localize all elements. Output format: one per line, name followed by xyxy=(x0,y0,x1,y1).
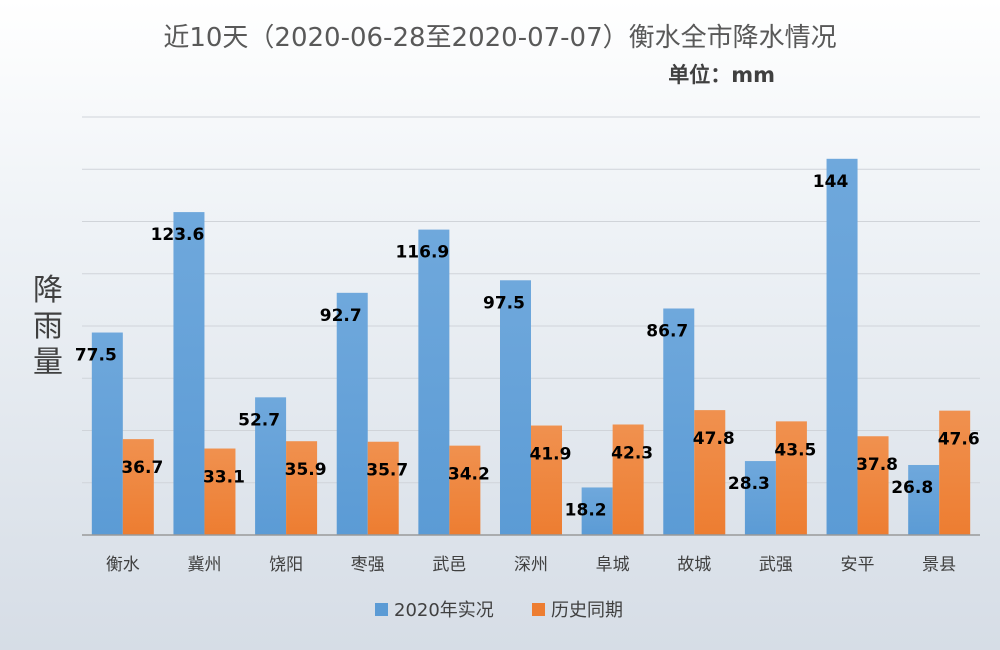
bar-actual-2020 xyxy=(336,292,368,535)
data-label: 77.5 xyxy=(75,346,117,366)
x-tick-label: 冀州 xyxy=(187,555,221,575)
legend-label: 2020年实况 xyxy=(394,600,494,621)
legend-swatch xyxy=(532,603,545,616)
bar-actual-2020 xyxy=(418,229,450,535)
x-tick-label: 武邑 xyxy=(432,555,466,575)
bar-historical xyxy=(531,425,562,535)
data-label: 116.9 xyxy=(395,243,449,263)
data-label: 18.2 xyxy=(565,500,607,520)
bar-actual-2020 xyxy=(91,332,123,535)
data-label: 144 xyxy=(813,172,849,192)
bar-historical xyxy=(612,424,644,535)
bar-historical xyxy=(204,448,236,535)
x-tick-label: 枣强 xyxy=(351,555,385,575)
data-label: 34.2 xyxy=(448,465,490,485)
data-labels: 77.5 36.7 123.6 33.1 52.7 35.9 92.7 35.7 116.9 34… xyxy=(75,172,980,521)
bar-actual-2020 xyxy=(581,487,613,535)
legend[interactable]: 2020年实况 历史同期 xyxy=(375,600,623,621)
data-label: 42.3 xyxy=(611,443,653,463)
data-label: 52.7 xyxy=(238,410,280,430)
bar-actual-2020 xyxy=(173,212,205,535)
bar-historical xyxy=(939,410,971,535)
bar-actual-2020 xyxy=(255,397,287,535)
x-tick-label: 深州 xyxy=(514,555,548,575)
data-label: 37.8 xyxy=(856,455,898,475)
data-label: 33.1 xyxy=(203,468,245,488)
data-label: 28.3 xyxy=(728,474,770,494)
unit-label: 单位：mm xyxy=(668,63,775,87)
x-tick-labels: 衡水 冀州 饶阳 枣强 武邑 深州 阜城 故城 武强 安平 景县 xyxy=(106,555,956,575)
bar-historical xyxy=(449,445,481,535)
data-label: 92.7 xyxy=(320,306,362,326)
data-label: 86.7 xyxy=(646,321,688,341)
bar-actual-2020 xyxy=(908,464,940,535)
bar-actual-2020 xyxy=(744,461,776,535)
x-tick-label: 饶阳 xyxy=(269,555,303,575)
bar-historical xyxy=(857,436,889,535)
bar-historical xyxy=(122,439,154,535)
x-tick-label: 景县 xyxy=(922,555,956,575)
data-label: 26.8 xyxy=(891,478,933,498)
data-label: 36.7 xyxy=(121,458,163,478)
bar-historical xyxy=(694,410,726,535)
data-label: 43.5 xyxy=(774,440,816,460)
data-label: 97.5 xyxy=(483,293,525,313)
bar-historical xyxy=(775,421,807,535)
bar-actual-2020 xyxy=(500,280,531,535)
bar-historical xyxy=(286,441,318,535)
bar-actual-2020 xyxy=(826,158,858,536)
bar-historical xyxy=(367,441,399,535)
legend-swatch xyxy=(375,603,388,616)
x-tick-label: 阜城 xyxy=(596,555,630,575)
data-label: 35.7 xyxy=(366,461,408,481)
x-tick-label: 武强 xyxy=(759,555,793,575)
data-label: 123.6 xyxy=(151,225,205,245)
data-label: 35.9 xyxy=(285,460,327,480)
bars xyxy=(91,158,971,536)
data-label: 47.8 xyxy=(693,429,735,449)
chart-title: 近10天（2020-06-28至2020-07-07）衡水全市降水情况 xyxy=(163,23,836,53)
data-label: 47.6 xyxy=(938,430,980,450)
x-tick-label: 安平 xyxy=(841,555,875,575)
bar-actual-2020 xyxy=(663,308,695,535)
y-axis-label: 降雨量 xyxy=(33,273,63,380)
legend-label: 历史同期 xyxy=(551,600,623,621)
data-label: 41.9 xyxy=(530,445,572,465)
x-tick-label: 衡水 xyxy=(106,555,140,575)
x-tick-label: 故城 xyxy=(677,555,711,575)
